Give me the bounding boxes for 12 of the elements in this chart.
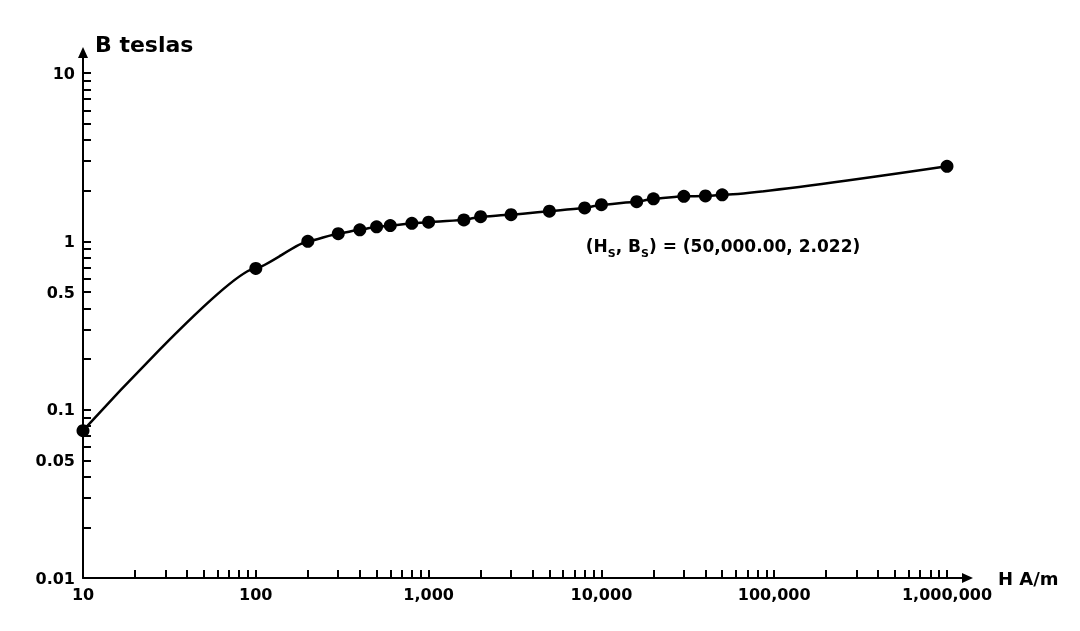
y-tick-label: 0.1: [46, 400, 75, 420]
x-tick-label: 1,000,000: [901, 584, 993, 604]
y-tick-label: 0.5: [46, 282, 75, 302]
x-axis-title: H A/m: [997, 567, 1059, 589]
y-tick-label: 10: [52, 63, 75, 83]
y-axis-title: B teslas: [95, 31, 194, 57]
y-tick-label: 0.05: [35, 450, 75, 470]
y-tick-label: 1: [63, 231, 75, 251]
x-tick-label: 100,000: [737, 584, 811, 604]
x-tick-label: 10,000: [570, 584, 633, 604]
x-tick-label: 1,000: [403, 584, 454, 604]
x-tick-label: 100: [239, 584, 273, 604]
